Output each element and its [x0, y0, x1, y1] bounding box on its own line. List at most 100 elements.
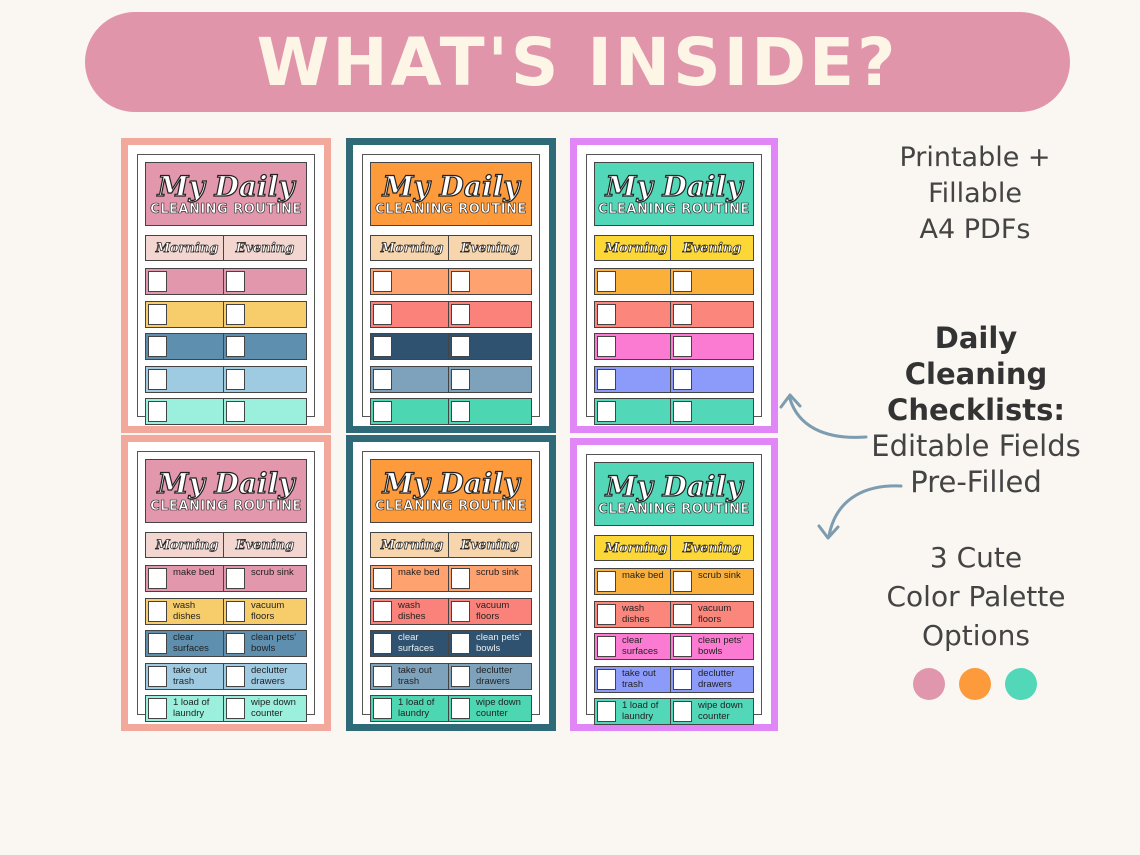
task-checkbox[interactable] — [226, 665, 245, 687]
task-text[interactable]: clear surfaces — [173, 632, 209, 654]
task-text[interactable]: take out trash — [622, 667, 656, 690]
task-checkbox[interactable] — [373, 633, 392, 654]
task-text[interactable]: clean pets' bowls — [251, 632, 297, 654]
task-checkbox[interactable] — [148, 600, 167, 622]
task-text[interactable]: take out trash — [398, 664, 432, 687]
task-checkbox[interactable] — [451, 271, 470, 292]
task-checkbox[interactable] — [148, 368, 167, 390]
task-row — [370, 365, 454, 393]
task-checkbox[interactable] — [148, 303, 167, 325]
task-checkbox[interactable] — [226, 568, 245, 589]
task-checkbox[interactable] — [673, 401, 692, 422]
task-checkbox[interactable] — [673, 303, 692, 325]
task-checkbox[interactable] — [226, 698, 245, 719]
task-checkbox[interactable] — [451, 568, 470, 589]
task-checkbox[interactable] — [226, 336, 245, 357]
task-checkbox[interactable] — [597, 336, 616, 357]
task-text[interactable]: make bed — [173, 567, 215, 578]
task-checkbox[interactable] — [597, 571, 616, 592]
task-checkbox[interactable] — [226, 401, 245, 422]
task-checkbox[interactable] — [673, 701, 692, 722]
task-checkbox[interactable] — [148, 401, 167, 422]
task-checkbox[interactable] — [673, 603, 692, 625]
task-text[interactable]: declutter drawers — [476, 664, 513, 687]
task-checkbox[interactable] — [451, 368, 470, 390]
task-row — [223, 365, 307, 393]
task-checkbox[interactable] — [673, 636, 692, 657]
task-checkbox[interactable] — [373, 336, 392, 357]
task-checkbox[interactable] — [226, 303, 245, 325]
task-checkbox[interactable] — [673, 271, 692, 292]
task-text[interactable]: 1 load of laundry — [173, 697, 210, 719]
task-checkbox[interactable] — [148, 336, 167, 357]
task-text[interactable]: clean pets' bowls — [698, 635, 744, 657]
task-checkbox[interactable] — [597, 303, 616, 325]
task-text[interactable]: wash dishes — [398, 599, 426, 622]
task-checkbox[interactable] — [373, 271, 392, 292]
task-text[interactable]: wipe down counter — [476, 697, 521, 719]
task-checkbox[interactable] — [451, 600, 470, 622]
task-row — [223, 268, 307, 295]
task-checkbox[interactable] — [673, 336, 692, 357]
task-checkbox[interactable] — [226, 271, 245, 292]
task-row: wash dishes — [145, 597, 229, 625]
task-text[interactable]: clear surfaces — [622, 635, 658, 657]
sheet-header: My Daily CLEANING ROUTINE — [594, 162, 754, 226]
task-text[interactable]: scrub sink — [476, 567, 519, 578]
task-text[interactable]: declutter drawers — [698, 667, 735, 690]
task-checkbox[interactable] — [148, 698, 167, 719]
task-text[interactable]: 1 load of laundry — [622, 700, 659, 722]
task-checkbox[interactable] — [373, 401, 392, 422]
task-text[interactable]: wipe down counter — [251, 697, 296, 719]
task-checkbox[interactable] — [451, 665, 470, 687]
task-checkbox[interactable] — [597, 668, 616, 690]
task-checkbox[interactable] — [373, 568, 392, 589]
task-text[interactable]: scrub sink — [251, 567, 294, 578]
task-text[interactable]: take out trash — [173, 664, 207, 687]
task-checkbox[interactable] — [597, 603, 616, 625]
task-checkbox[interactable] — [148, 633, 167, 654]
task-text[interactable]: wash dishes — [622, 602, 650, 625]
task-checkbox[interactable] — [373, 303, 392, 325]
task-checkbox[interactable] — [673, 668, 692, 690]
task-checkbox[interactable] — [451, 633, 470, 654]
task-checkbox[interactable] — [148, 665, 167, 687]
task-row: take out trash — [370, 662, 454, 690]
task-row — [670, 398, 754, 425]
task-checkbox[interactable] — [597, 401, 616, 422]
task-text[interactable]: vacuum floors — [698, 602, 732, 625]
task-text[interactable]: clear surfaces — [398, 632, 434, 654]
task-text[interactable]: wash dishes — [173, 599, 201, 622]
task-checkbox[interactable] — [148, 271, 167, 292]
task-text[interactable]: vacuum floors — [251, 599, 285, 622]
task-checkbox[interactable] — [451, 336, 470, 357]
palettes-text: 3 Cute Color Palette Options — [866, 538, 1086, 655]
task-checkbox[interactable] — [373, 665, 392, 687]
task-checkbox[interactable] — [451, 401, 470, 422]
task-checkbox[interactable] — [597, 271, 616, 292]
task-text[interactable]: declutter drawers — [251, 664, 288, 687]
task-checkbox[interactable] — [226, 633, 245, 654]
task-checkbox[interactable] — [673, 368, 692, 390]
task-checkbox[interactable] — [373, 698, 392, 719]
task-checkbox[interactable] — [451, 698, 470, 719]
task-checkbox[interactable] — [673, 571, 692, 592]
task-checkbox[interactable] — [451, 303, 470, 325]
task-checkbox[interactable] — [373, 368, 392, 390]
task-checkbox[interactable] — [597, 636, 616, 657]
task-checkbox[interactable] — [148, 568, 167, 589]
task-checkbox[interactable] — [226, 600, 245, 622]
task-checkbox[interactable] — [226, 368, 245, 390]
task-checkbox[interactable] — [597, 701, 616, 722]
task-text[interactable]: make bed — [622, 570, 664, 581]
task-checkbox[interactable] — [597, 368, 616, 390]
task-checkbox[interactable] — [373, 600, 392, 622]
task-text[interactable]: vacuum floors — [476, 599, 510, 622]
sheet-header: My Daily CLEANING ROUTINE — [370, 162, 532, 226]
task-text[interactable]: make bed — [398, 567, 440, 578]
checklist-card-pink-blank: My Daily CLEANING ROUTINE Morning Evening — [121, 138, 331, 433]
task-text[interactable]: 1 load of laundry — [398, 697, 435, 719]
task-text[interactable]: wipe down counter — [698, 700, 743, 722]
task-text[interactable]: scrub sink — [698, 570, 741, 581]
task-text[interactable]: clean pets' bowls — [476, 632, 522, 654]
